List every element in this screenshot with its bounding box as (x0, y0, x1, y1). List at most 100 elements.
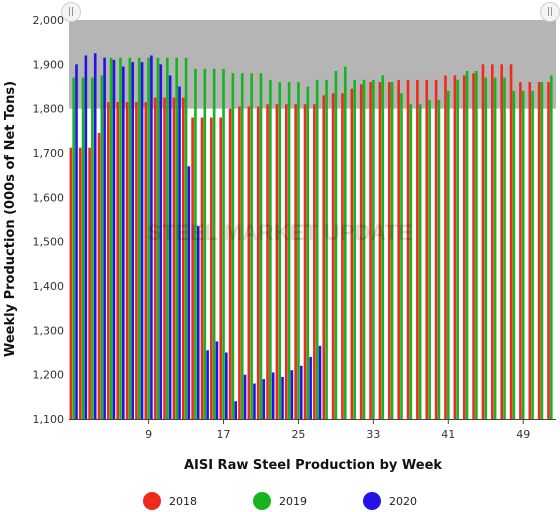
bar-2020-week-7 (131, 62, 134, 420)
bar-2018-week-8 (135, 102, 138, 420)
bar-2019-week-2 (81, 77, 85, 419)
bar-2019-week-33 (372, 79, 375, 419)
bar-2020-week-8 (140, 62, 144, 420)
bar-2019-week-28 (325, 79, 328, 419)
bar-2020-week-9 (150, 55, 153, 419)
bar-2019-week-26 (306, 86, 310, 419)
legend-label: 2018 (169, 494, 197, 508)
bar-2020-week-10 (159, 64, 163, 419)
legend-item-2019[interactable]: 2019 (253, 492, 307, 510)
bar-2018-week-22 (266, 104, 269, 419)
bar-2019-week-41 (446, 90, 450, 420)
legend-item-2020[interactable]: 2020 (363, 492, 417, 510)
bar-2018-week-21 (256, 106, 260, 419)
bar-2020-week-16 (215, 341, 219, 419)
bar-2018-week-2 (78, 147, 82, 419)
y-tick-label: 1,200 (33, 369, 65, 382)
y-tick-label: 1,400 (33, 280, 65, 293)
x-tick-label: 17 (217, 428, 231, 441)
bar-2018-week-11 (163, 97, 166, 419)
bar-2020-week-13 (187, 166, 191, 419)
bar-2018-week-36 (397, 79, 400, 419)
bar-2019-week-15 (203, 68, 207, 420)
bar-2019-week-46 (493, 77, 497, 419)
bar-2019-week-50 (531, 90, 534, 420)
legend-item-2018[interactable]: 2018 (143, 492, 197, 510)
bar-2019-week-16 (212, 68, 216, 420)
bar-2018-week-39 (425, 79, 429, 419)
bar-2018-week-38 (416, 79, 419, 419)
bar-2018-week-7 (125, 102, 129, 420)
bar-2019-week-30 (343, 66, 347, 420)
bar-2019-week-40 (437, 99, 441, 420)
bar-2019-week-24 (287, 82, 291, 419)
bar-2019-week-17 (222, 68, 225, 420)
bar-2019-week-14 (194, 68, 197, 420)
bar-2020-week-20 (253, 383, 256, 419)
bar-2018-week-48 (509, 64, 513, 419)
bar-2019-week-38 (418, 104, 422, 419)
y-tick-label: 1,100 (33, 413, 65, 426)
bar-2020-week-18 (234, 401, 238, 419)
bar-2019-week-12 (175, 57, 179, 420)
bar-2018-week-28 (322, 95, 326, 420)
bar-2018-week-12 (172, 97, 176, 419)
bar-2018-week-37 (406, 79, 410, 419)
bar-2018-week-32 (359, 84, 363, 419)
bar-2018-week-14 (191, 117, 194, 419)
bar-2018-week-35 (387, 82, 391, 419)
y-tick-label: 1,300 (33, 324, 65, 337)
bar-2019-week-36 (400, 93, 403, 420)
y-tick-label: 1,700 (33, 147, 65, 160)
legend-marker (253, 492, 271, 510)
bar-2018-week-52 (547, 82, 550, 419)
y-tick-label: 2,000 (33, 14, 65, 27)
y-axis: 1,100 1,200 1,300 1,400 1,500 1,600 1,700 1,800… (33, 14, 65, 426)
bar-2018-week-9 (144, 102, 148, 420)
bar-2018-week-40 (434, 79, 438, 419)
bar-2019-week-6 (119, 57, 122, 420)
range-right-handle[interactable]: || (540, 2, 560, 22)
bar-2019-week-20 (250, 73, 253, 419)
bar-2019-week-52 (550, 75, 553, 420)
bar-2018-week-4 (97, 133, 101, 420)
bar-2019-week-31 (353, 79, 356, 419)
bar-2018-week-5 (107, 102, 110, 420)
bars-layer (69, 53, 553, 420)
bar-2018-week-30 (341, 93, 344, 420)
y-tick-label: 1,600 (33, 191, 65, 204)
bar-2019-week-22 (269, 79, 272, 419)
bar-2020-week-19 (243, 374, 247, 419)
bar-2018-week-46 (491, 64, 494, 419)
bar-2019-week-43 (465, 70, 469, 419)
legend: 2018 2019 2020 (0, 490, 560, 512)
bar-2020-week-17 (225, 352, 228, 419)
legend-label: 2019 (279, 494, 307, 508)
range-left-handle[interactable]: || (61, 2, 81, 22)
bar-2019-week-32 (362, 79, 366, 419)
bar-2018-week-51 (537, 82, 541, 419)
x-tick-label: 33 (366, 428, 380, 441)
bar-2018-week-17 (219, 117, 223, 419)
bar-2018-week-26 (303, 104, 307, 419)
bar-2018-week-43 (462, 75, 466, 420)
bar-2019-week-29 (334, 70, 338, 419)
bar-2018-week-10 (153, 97, 157, 419)
bar-2018-week-1 (69, 147, 73, 419)
bar-2018-week-23 (275, 104, 279, 419)
bar-2018-week-6 (116, 102, 120, 420)
bar-2018-week-15 (200, 117, 204, 419)
bar-2020-week-11 (168, 75, 172, 420)
bar-2018-week-50 (528, 82, 532, 419)
bar-2018-week-34 (378, 82, 382, 419)
bar-2018-week-45 (481, 64, 485, 419)
bar-2018-week-31 (350, 88, 354, 419)
x-axis-title: AISI Raw Steel Production by Week (184, 458, 442, 473)
bar-2018-week-49 (519, 82, 522, 419)
bar-2019-week-35 (390, 82, 394, 419)
bar-2018-week-19 (238, 106, 241, 419)
bar-2018-week-13 (181, 97, 185, 419)
bar-2019-week-39 (428, 99, 431, 420)
bar-2020-week-12 (178, 86, 181, 419)
bar-2018-week-33 (369, 82, 372, 419)
